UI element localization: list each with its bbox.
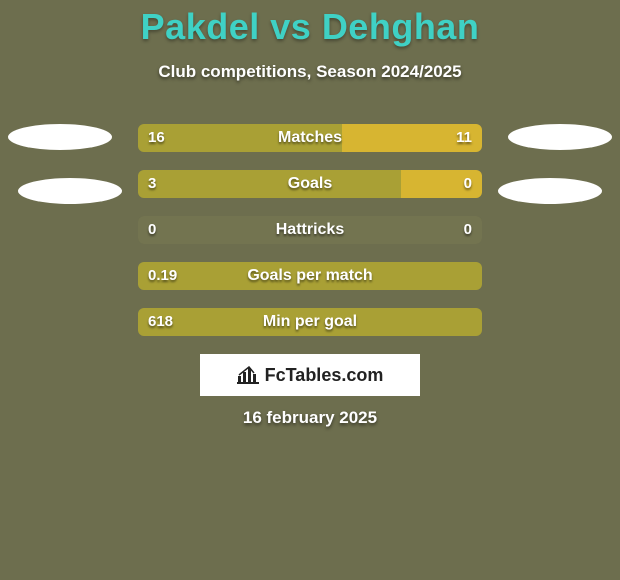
stat-label: Hattricks — [138, 216, 482, 244]
stat-label: Min per goal — [138, 308, 482, 336]
player2-name: Dehghan — [322, 6, 480, 47]
stat-row: Goals per match0.19 — [138, 262, 482, 290]
player1-badge-2 — [18, 178, 122, 204]
stat-label: Goals per match — [138, 262, 482, 290]
stat-row: Hattricks0 0 — [138, 216, 482, 244]
stat-label: Goals — [138, 170, 482, 198]
stat-value-left: 3 — [148, 170, 156, 198]
stat-value-right: 11 — [456, 124, 472, 152]
stat-value-left: 0 — [148, 216, 156, 244]
stat-label: Matches — [138, 124, 482, 152]
brand-text: FcTables.com — [265, 365, 384, 386]
title-vs: vs — [270, 6, 311, 47]
player2-badge-2 — [498, 178, 602, 204]
stat-value-right: 0 — [464, 216, 472, 244]
infographic-date: 16 february 2025 — [0, 408, 620, 428]
stat-bars: Matches1611Goals30Hattricks00Goals per m… — [138, 124, 482, 354]
player1-name: Pakdel — [141, 6, 260, 47]
brand-box: FcTables.com — [200, 354, 420, 396]
comparison-infographic: Pakdel vs Dehghan Club competitions, Sea… — [0, 0, 620, 580]
subtitle: Club competitions, Season 2024/2025 — [0, 62, 620, 82]
page-title: Pakdel vs Dehghan — [0, 6, 620, 48]
stat-value-left: 0.19 — [148, 262, 177, 290]
stat-row: Matches16 11 — [138, 124, 482, 152]
stat-value-left: 16 — [148, 124, 165, 152]
stat-value-left: 618 — [148, 308, 173, 336]
player1-badge-1 — [8, 124, 112, 150]
stat-row: Min per goal618 — [138, 308, 482, 336]
player2-badge-1 — [508, 124, 612, 150]
bar-chart-icon — [237, 366, 259, 384]
stat-row: Goals3 0 — [138, 170, 482, 198]
stat-value-right: 0 — [464, 170, 472, 198]
